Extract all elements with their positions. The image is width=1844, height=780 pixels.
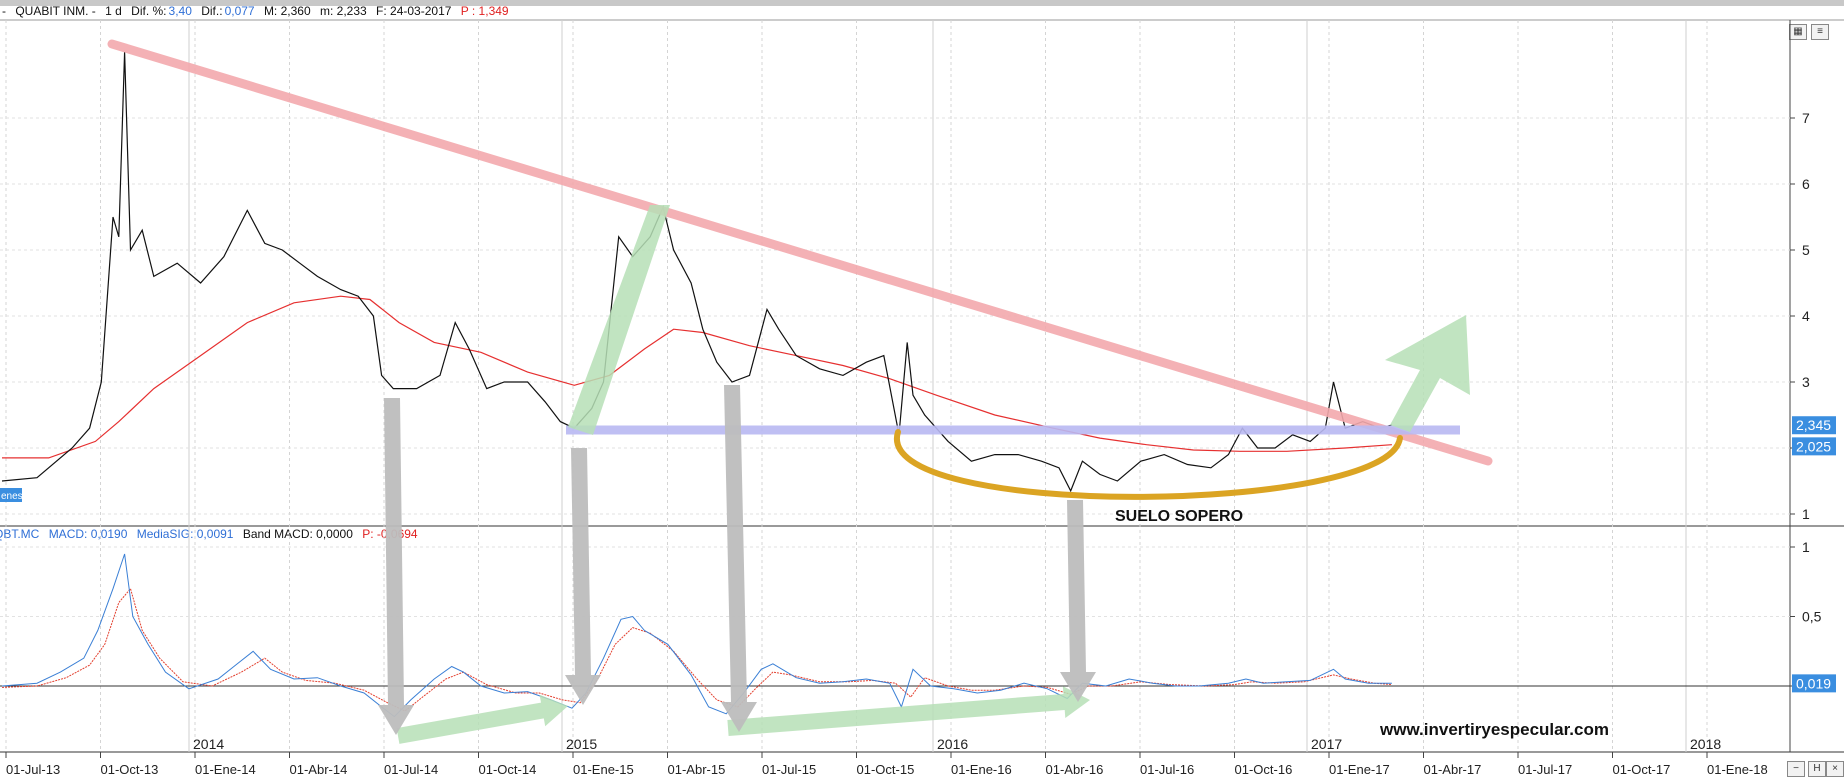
left-badge-label: enes [1, 491, 23, 502]
max-value: M: 2,360 [263, 4, 311, 18]
x-tick-label: 01-Jul-16 [1140, 762, 1194, 777]
value-badge [1792, 416, 1836, 435]
green-macd-arrow-1 [396, 694, 568, 744]
macd-symbol: QBT.MC [0, 527, 40, 541]
x-tick-label: 01-Ene-15 [573, 762, 634, 777]
p-value: P : 1,349 [460, 4, 509, 18]
x-tick-label: 01-Jul-17 [1518, 762, 1572, 777]
x-tick-label: 01-Abr-16 [1046, 762, 1104, 777]
year-label: 2018 [1690, 736, 1721, 752]
year-label: 2016 [937, 736, 968, 752]
rounding-bottom-arc [894, 429, 1403, 500]
ticker-name: QUABIT INM. - [15, 4, 96, 18]
axis-badges: 2,345 2,025 0,019 [1792, 416, 1836, 693]
value-badge-label: 2,345 [1796, 417, 1831, 433]
suelo-sopero-label: SUELO SOPERO [1115, 508, 1243, 525]
chart-scale-button[interactable]: ≡ [1811, 24, 1829, 40]
moving-average-line [2, 295, 1392, 459]
x-tick-label: 01-Jul-13 [6, 762, 60, 777]
gray-arrow-1 [378, 398, 414, 735]
left-badge [0, 488, 22, 502]
dif-label: Dif.: [201, 4, 223, 18]
x-tick-label: 01-Jul-14 [384, 762, 438, 777]
watermark-text: www.invertiryespecular.com [1379, 720, 1609, 739]
price-y-ticks: 1234567 [0, 110, 1810, 522]
x-tick-label: 01-Ene-16 [951, 762, 1012, 777]
macd-y-tick-label: 1 [1802, 539, 1810, 555]
dif-pct-label: Dif. %: [131, 4, 167, 18]
period-label: 1 d [105, 4, 122, 18]
price-y-tick-label: 3 [1802, 374, 1810, 390]
macd-y-ticks: 10,5 [0, 539, 1822, 687]
green-macd-arrow-2 [727, 686, 1090, 736]
macd-value: MACD: 0,0190 [48, 527, 128, 541]
year-label: 2014 [193, 736, 224, 752]
green-rise-arrow [568, 205, 670, 435]
macd-line [1, 553, 1392, 718]
band-value: Band MACD: 0,0000 [242, 527, 353, 541]
dif-pct-value: 3,40 [168, 4, 192, 18]
price-header: - QUABIT INM. - 1 d Dif. %: 3,40 Dif.: 0,0… [2, 4, 515, 18]
price-y-tick-label: 6 [1802, 176, 1810, 192]
macd-y-tick-label: 0,5 [1802, 609, 1822, 625]
minus-icon[interactable]: − [1787, 761, 1805, 777]
gray-arrow-2 [565, 448, 601, 705]
dif-value: 0,077 [224, 4, 255, 18]
price-y-tick-label: 7 [1802, 110, 1810, 126]
value-badge-label: 2,025 [1796, 438, 1831, 454]
header-prefix: - [2, 4, 6, 18]
x-ticks: 01-Jul-13 01-Oct-13 01-Ene-14 01-Abr-14 01-J… [5, 736, 1768, 777]
value-badge [1792, 437, 1836, 456]
x-tick-label: 01-Oct-14 [479, 762, 537, 777]
gray-arrow-3 [721, 385, 757, 732]
price-y-tick-label: 1 [1802, 506, 1810, 522]
grid [5, 20, 1708, 752]
date-value: F: 24-03-2017 [376, 4, 452, 18]
price-line [1, 51, 1393, 493]
x-tick-label: 01-Oct-17 [1613, 762, 1671, 777]
x-tick-label: 01-Abr-17 [1424, 762, 1482, 777]
downtrend-line [107, 39, 1493, 466]
save-icon[interactable]: H [1808, 761, 1826, 777]
x-tick-label: 01-Jul-15 [762, 762, 816, 777]
signal-value: MediaSIG: 0,0091 [136, 527, 234, 541]
x-tick-label: 01-Oct-15 [857, 762, 915, 777]
value-badge [1792, 674, 1836, 693]
green-breakout-arrow [1385, 315, 1470, 432]
gray-arrow-4 [1060, 500, 1096, 702]
top-border [0, 0, 1844, 6]
x-tick-label: 01-Ene-17 [1329, 762, 1390, 777]
price-y-tick-label: 5 [1802, 242, 1810, 258]
x-tick-label: 01-Abr-14 [290, 762, 348, 777]
x-tick-label: 01-Ene-18 [1707, 762, 1768, 777]
x-tick-label: 01-Abr-15 [668, 762, 726, 777]
x-tick-label: 01-Oct-16 [1235, 762, 1293, 777]
year-label: 2017 [1311, 736, 1342, 752]
min-value: m: 2,233 [319, 4, 367, 18]
signal-line [1, 587, 1392, 712]
x-tick-label: 01-Oct-13 [101, 762, 159, 777]
price-y-tick-label: 4 [1802, 308, 1810, 324]
value-badge-label: 0,019 [1796, 675, 1831, 691]
macd-header: QBT.MC MACD: 0,0190 MediaSIG: 0,0091 Ban… [0, 527, 424, 541]
x-tick-label: 01-Ene-14 [195, 762, 256, 777]
year-label: 2015 [566, 736, 597, 752]
